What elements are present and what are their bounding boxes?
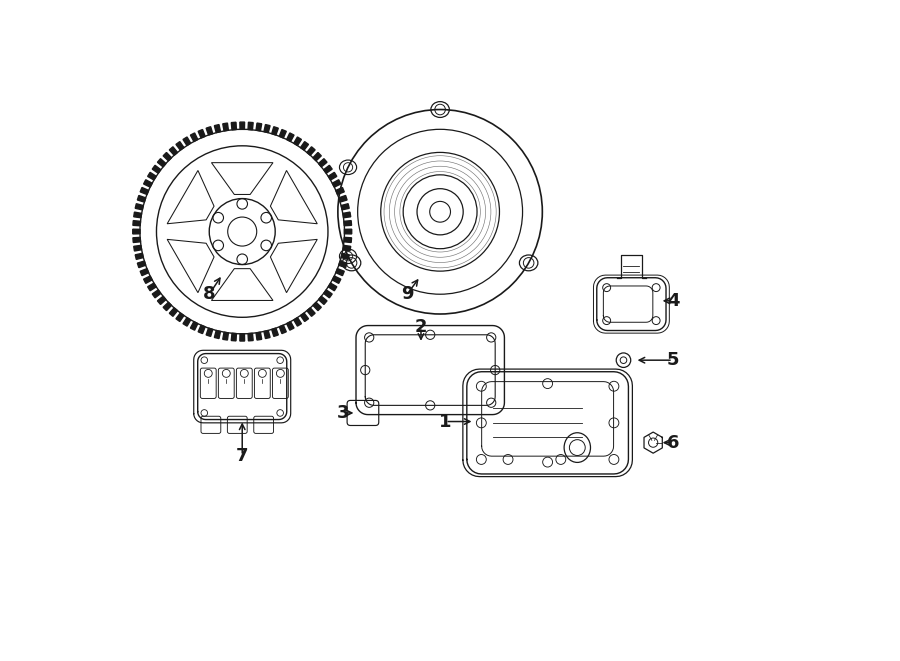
Polygon shape [344, 237, 352, 243]
Polygon shape [248, 122, 253, 130]
Polygon shape [135, 204, 143, 210]
Text: 5: 5 [667, 351, 680, 369]
Polygon shape [214, 330, 220, 338]
Polygon shape [152, 290, 161, 298]
Polygon shape [231, 333, 237, 341]
Polygon shape [148, 173, 157, 180]
Polygon shape [191, 322, 198, 330]
Polygon shape [313, 302, 321, 311]
Polygon shape [183, 317, 191, 326]
Polygon shape [343, 212, 351, 217]
Polygon shape [319, 159, 327, 167]
Polygon shape [256, 332, 262, 340]
Polygon shape [223, 123, 229, 131]
Text: 6: 6 [667, 434, 680, 451]
Polygon shape [214, 124, 220, 133]
Polygon shape [279, 325, 286, 334]
Polygon shape [231, 122, 237, 130]
Polygon shape [183, 137, 191, 145]
Polygon shape [293, 317, 302, 326]
Polygon shape [341, 253, 349, 259]
Polygon shape [135, 253, 143, 259]
Polygon shape [140, 268, 148, 276]
Polygon shape [279, 130, 286, 138]
Text: 3: 3 [337, 404, 349, 422]
Polygon shape [158, 159, 166, 167]
Polygon shape [144, 180, 152, 187]
Polygon shape [248, 333, 253, 341]
Polygon shape [301, 313, 309, 321]
Polygon shape [287, 133, 294, 141]
Polygon shape [338, 196, 347, 202]
Polygon shape [176, 141, 184, 150]
Polygon shape [319, 296, 327, 305]
Polygon shape [343, 245, 351, 251]
Polygon shape [324, 290, 332, 298]
Polygon shape [206, 127, 212, 135]
Polygon shape [134, 245, 141, 251]
Polygon shape [328, 283, 337, 291]
Polygon shape [133, 221, 140, 226]
Polygon shape [324, 165, 332, 173]
Polygon shape [332, 180, 341, 187]
Polygon shape [223, 332, 229, 340]
Polygon shape [169, 147, 177, 155]
Polygon shape [169, 308, 177, 317]
Polygon shape [240, 122, 245, 130]
Polygon shape [191, 133, 198, 141]
Polygon shape [301, 141, 309, 150]
Polygon shape [293, 137, 302, 145]
Polygon shape [138, 261, 146, 268]
Polygon shape [140, 188, 148, 194]
Polygon shape [158, 296, 166, 305]
Polygon shape [163, 302, 172, 311]
Polygon shape [272, 328, 278, 336]
Polygon shape [138, 196, 146, 202]
Text: 7: 7 [236, 447, 248, 465]
Polygon shape [198, 325, 205, 334]
Polygon shape [307, 308, 315, 317]
Polygon shape [176, 313, 184, 321]
Polygon shape [336, 188, 345, 194]
Polygon shape [134, 212, 141, 217]
Polygon shape [332, 276, 341, 284]
Text: 1: 1 [439, 412, 452, 430]
Polygon shape [144, 276, 152, 284]
Polygon shape [345, 229, 352, 234]
Text: 4: 4 [667, 292, 680, 310]
Polygon shape [336, 268, 345, 276]
Polygon shape [133, 229, 140, 234]
Polygon shape [206, 328, 212, 336]
Polygon shape [152, 165, 161, 173]
Polygon shape [256, 123, 262, 131]
Polygon shape [148, 283, 157, 291]
Polygon shape [163, 153, 172, 161]
Polygon shape [272, 127, 278, 135]
Polygon shape [264, 124, 270, 133]
Polygon shape [287, 322, 294, 330]
Polygon shape [264, 330, 270, 338]
Polygon shape [341, 204, 349, 210]
Polygon shape [240, 334, 245, 341]
Text: 2: 2 [415, 318, 428, 336]
Polygon shape [198, 130, 205, 138]
Polygon shape [338, 261, 347, 268]
Polygon shape [344, 221, 352, 226]
Text: 9: 9 [400, 285, 413, 303]
Polygon shape [307, 147, 315, 155]
Polygon shape [133, 237, 140, 243]
Text: 8: 8 [202, 285, 216, 303]
Polygon shape [328, 173, 337, 180]
Polygon shape [313, 153, 321, 161]
